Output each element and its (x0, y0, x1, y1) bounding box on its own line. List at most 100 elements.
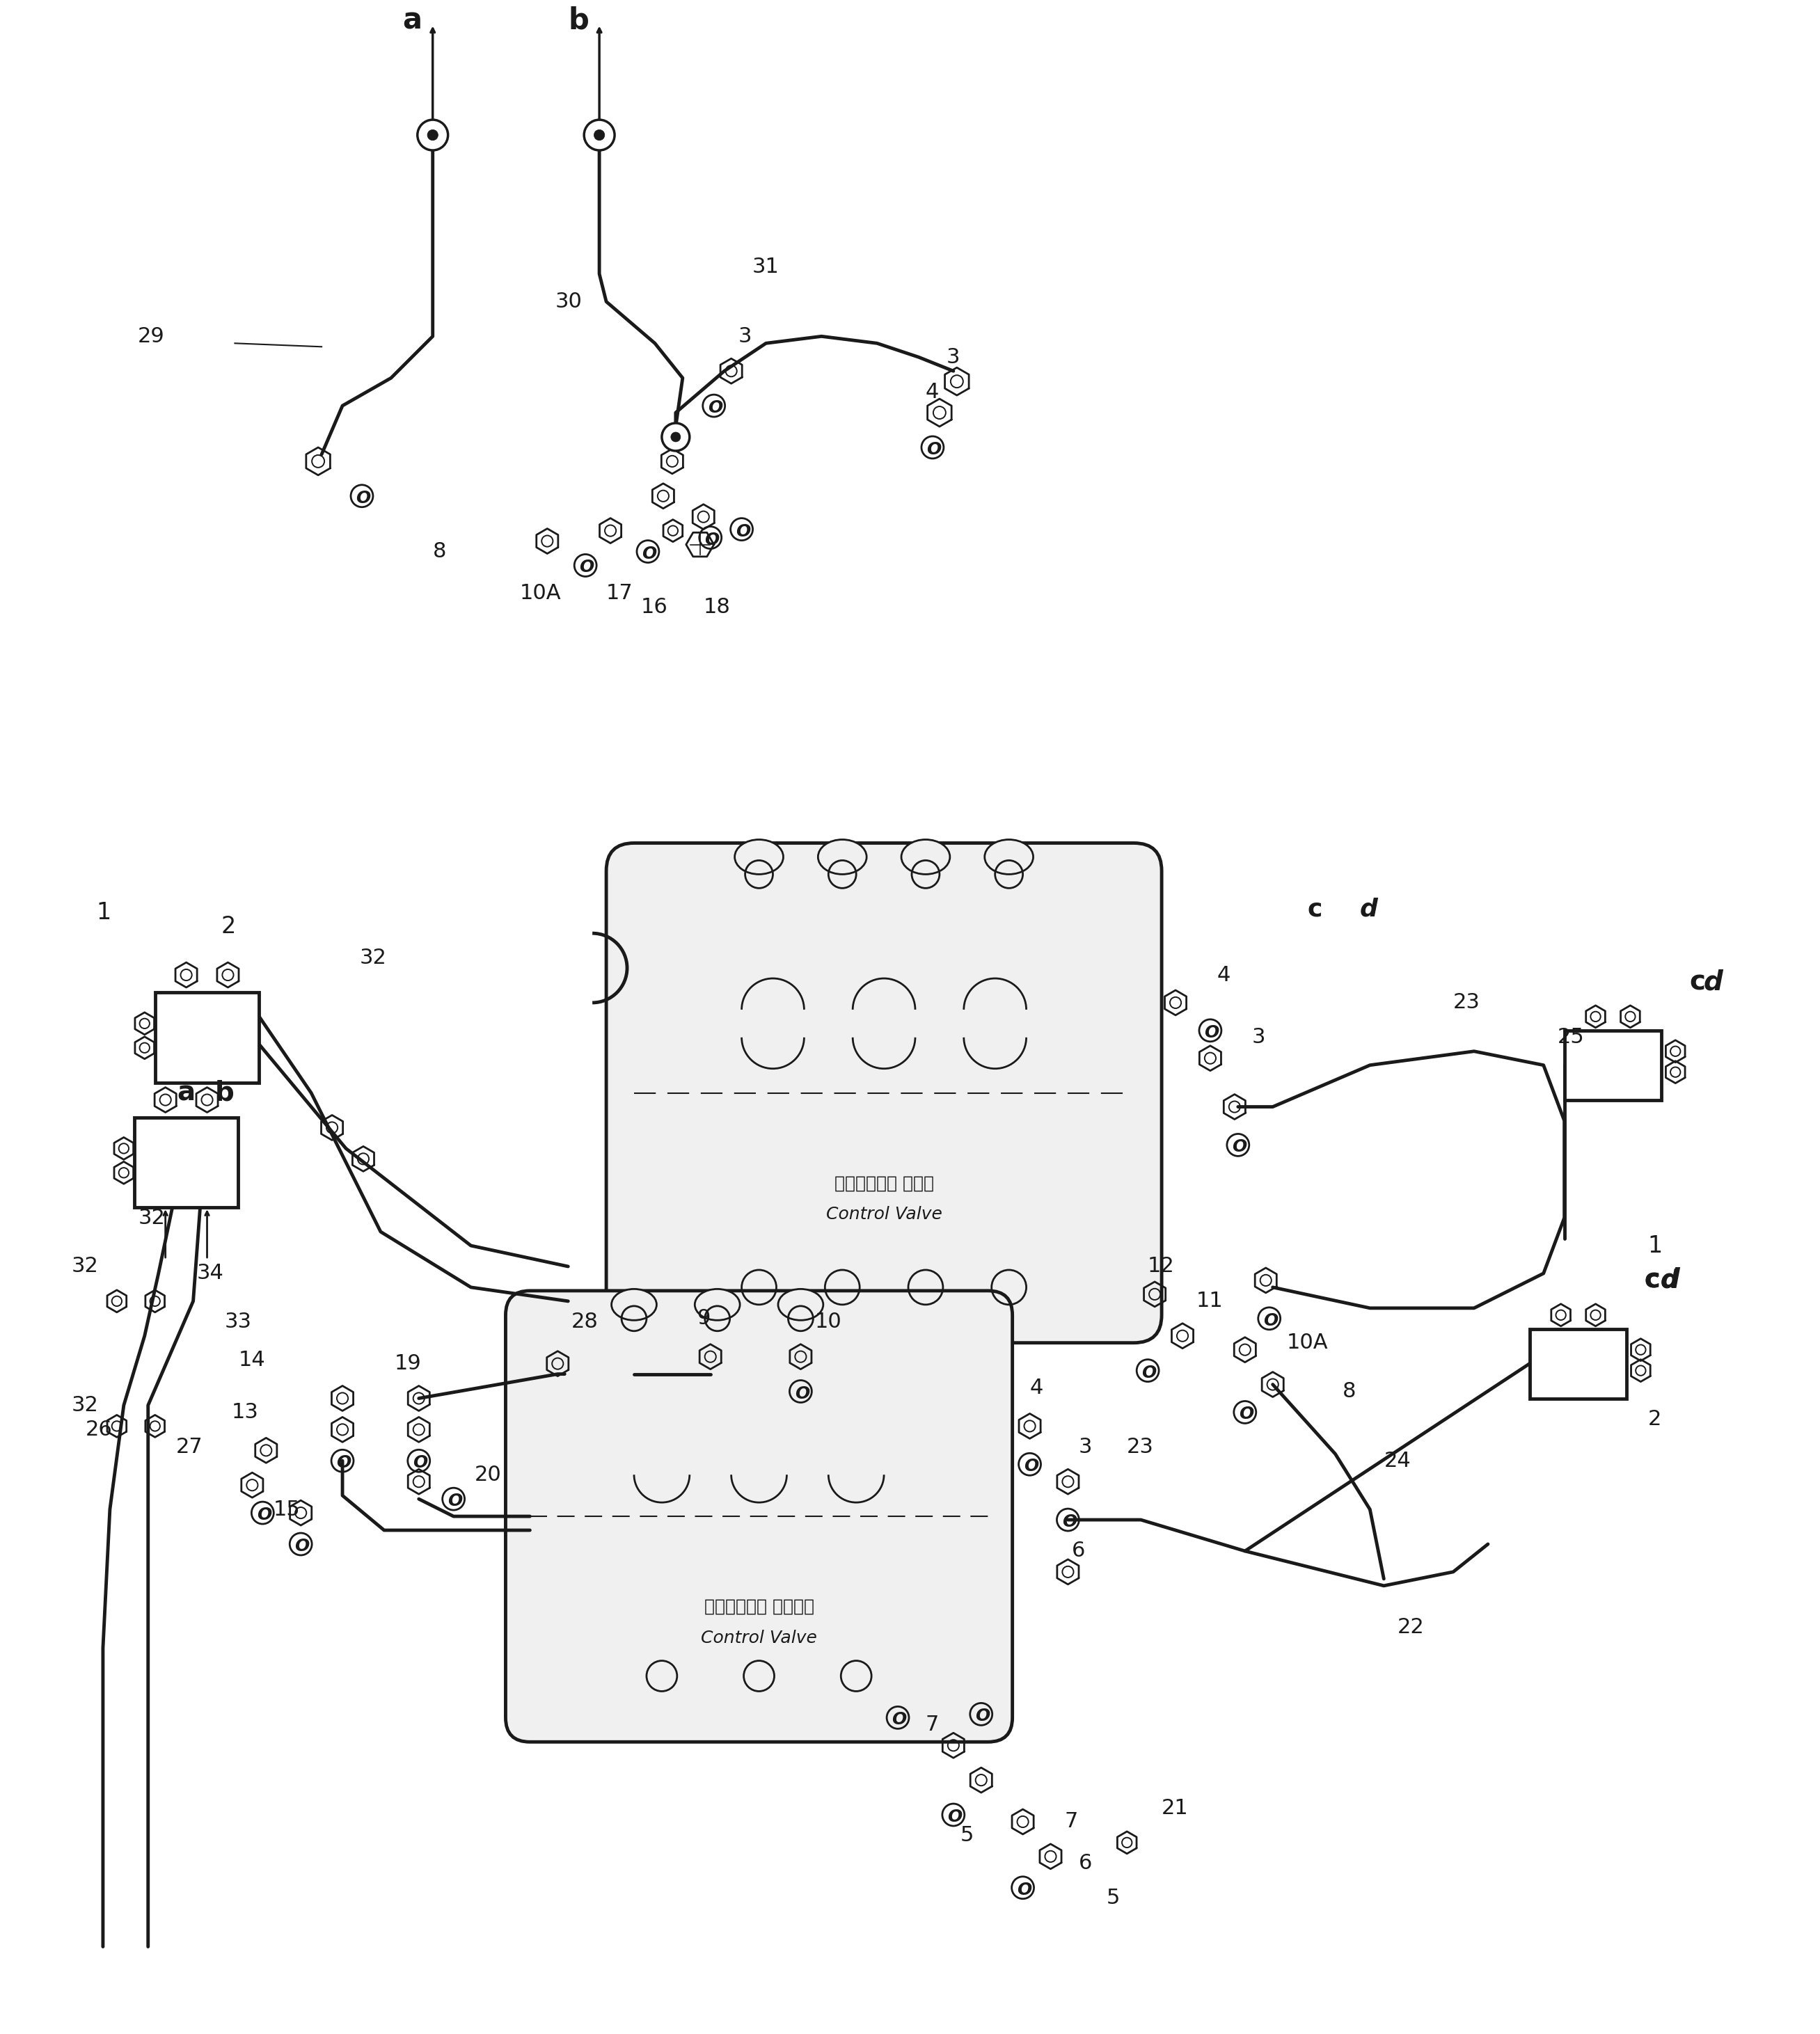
Text: b: b (568, 6, 590, 35)
Circle shape (428, 130, 439, 140)
Circle shape (593, 130, 604, 140)
Text: O: O (337, 1454, 351, 1471)
Text: 32: 32 (360, 948, 388, 968)
Ellipse shape (735, 840, 783, 875)
Text: 5: 5 (961, 1827, 974, 1845)
Circle shape (662, 423, 690, 452)
Text: 24: 24 (1383, 1450, 1411, 1471)
Text: O: O (448, 1493, 462, 1509)
Text: 17: 17 (606, 584, 633, 604)
Text: c: c (1307, 897, 1323, 921)
Text: 12: 12 (1148, 1257, 1174, 1277)
Text: O: O (257, 1507, 271, 1523)
Text: 2: 2 (1647, 1410, 1662, 1430)
Text: O: O (892, 1711, 906, 1729)
Text: 6: 6 (1079, 1853, 1092, 1873)
Text: 3: 3 (1252, 1027, 1265, 1048)
Text: 29: 29 (138, 325, 164, 346)
Text: 1: 1 (1647, 1235, 1662, 1257)
Text: 20: 20 (475, 1464, 500, 1485)
Text: b: b (215, 1080, 235, 1106)
Text: 3: 3 (739, 325, 752, 346)
Text: 10A: 10A (1287, 1332, 1329, 1353)
Text: O: O (357, 490, 371, 506)
Bar (135, 1117, 238, 1208)
Circle shape (417, 120, 448, 151)
Text: d: d (1660, 1269, 1678, 1292)
Text: 9: 9 (697, 1308, 710, 1328)
Text: O: O (1205, 1025, 1219, 1041)
Text: 32: 32 (138, 1208, 166, 1229)
Text: 3: 3 (1079, 1436, 1092, 1456)
Text: 10A: 10A (519, 584, 561, 604)
Text: 26: 26 (86, 1420, 113, 1440)
Ellipse shape (901, 840, 950, 875)
Text: 4: 4 (1218, 964, 1230, 984)
Text: 7: 7 (1065, 1812, 1077, 1833)
Text: 22: 22 (1398, 1617, 1425, 1637)
Ellipse shape (817, 840, 866, 875)
Text: O: O (735, 523, 750, 539)
Text: 2: 2 (220, 915, 237, 938)
Ellipse shape (985, 840, 1034, 875)
Text: O: O (704, 531, 719, 547)
Text: 16: 16 (641, 596, 668, 616)
Text: 27: 27 (177, 1436, 202, 1456)
Text: c: c (1643, 1267, 1660, 1294)
Text: 34: 34 (197, 1263, 224, 1283)
Text: O: O (976, 1709, 990, 1725)
Text: 25: 25 (1558, 1027, 1585, 1048)
Text: 8: 8 (433, 541, 446, 561)
Text: Control Valve: Control Valve (826, 1206, 943, 1222)
Text: 1: 1 (96, 901, 111, 923)
Text: 13: 13 (231, 1401, 258, 1422)
Text: 8: 8 (1341, 1381, 1356, 1401)
Text: 28: 28 (571, 1312, 599, 1332)
Text: O: O (795, 1385, 810, 1401)
Text: d: d (1704, 968, 1722, 995)
Bar (1565, 1031, 1662, 1100)
Ellipse shape (779, 1290, 823, 1320)
Text: 31: 31 (752, 256, 779, 277)
Text: O: O (413, 1454, 428, 1471)
Circle shape (672, 431, 681, 441)
Bar (1529, 1328, 1627, 1397)
Circle shape (584, 120, 615, 151)
Text: 23: 23 (1452, 993, 1480, 1013)
Text: O: O (948, 1808, 963, 1824)
Text: a: a (402, 6, 422, 35)
FancyBboxPatch shape (506, 1292, 1012, 1741)
Text: c: c (1689, 968, 1705, 995)
Text: c: c (1643, 1269, 1660, 1292)
Text: O: O (1239, 1405, 1254, 1422)
Text: 32: 32 (71, 1395, 98, 1416)
Text: 19: 19 (395, 1353, 422, 1373)
Text: O: O (579, 559, 593, 576)
Text: 23: 23 (1127, 1436, 1154, 1456)
Text: 10: 10 (815, 1312, 841, 1332)
Text: 33: 33 (224, 1312, 251, 1332)
Text: O: O (708, 399, 723, 417)
Text: O: O (926, 441, 941, 458)
Text: 15: 15 (273, 1499, 300, 1519)
Text: 6: 6 (1072, 1542, 1085, 1562)
Text: 14: 14 (238, 1351, 266, 1371)
Text: d: d (1360, 897, 1378, 921)
Text: 4: 4 (1030, 1377, 1043, 1397)
Text: a: a (177, 1080, 195, 1106)
Text: O: O (1232, 1139, 1247, 1155)
Text: 11: 11 (1196, 1292, 1223, 1312)
Text: O: O (1061, 1513, 1077, 1530)
Text: 4: 4 (926, 382, 939, 403)
Text: 3: 3 (946, 348, 959, 368)
Text: コントロール バルブ: コントロール バルブ (834, 1176, 934, 1192)
Ellipse shape (612, 1290, 657, 1320)
Text: O: O (642, 545, 657, 561)
Text: d: d (1660, 1267, 1680, 1294)
Bar (155, 993, 258, 1082)
Text: O: O (295, 1538, 309, 1554)
Text: Control Valve: Control Valve (701, 1629, 817, 1646)
Text: 32: 32 (71, 1257, 98, 1277)
Text: O: O (1263, 1312, 1278, 1328)
Text: O: O (1025, 1458, 1039, 1475)
